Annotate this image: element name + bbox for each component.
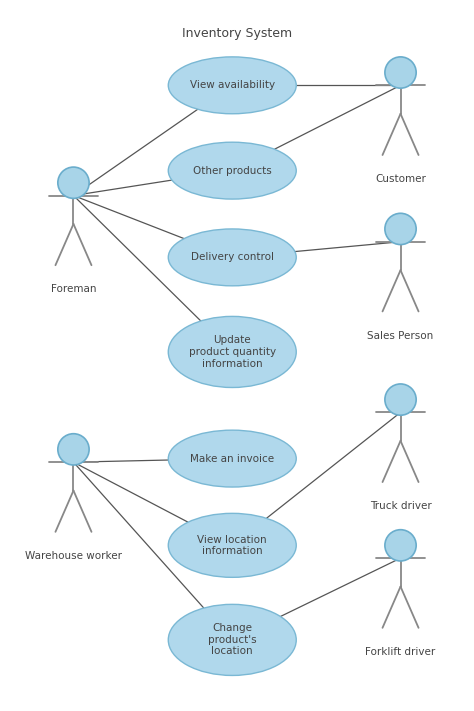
Ellipse shape: [385, 384, 416, 415]
Ellipse shape: [168, 513, 296, 577]
Ellipse shape: [385, 213, 416, 245]
Text: View location
information: View location information: [198, 535, 267, 556]
Text: Change
product's
location: Change product's location: [208, 624, 256, 656]
Ellipse shape: [168, 142, 296, 199]
Ellipse shape: [168, 430, 296, 487]
Text: Other products: Other products: [193, 166, 272, 176]
Ellipse shape: [168, 604, 296, 675]
Ellipse shape: [385, 57, 416, 88]
Text: Truck driver: Truck driver: [370, 501, 431, 511]
Text: Make an invoice: Make an invoice: [190, 454, 274, 464]
Ellipse shape: [58, 167, 89, 198]
Text: Warehouse worker: Warehouse worker: [25, 551, 122, 561]
Ellipse shape: [168, 57, 296, 114]
Text: Update
product quantity
information: Update product quantity information: [189, 336, 276, 368]
Text: View availability: View availability: [190, 80, 275, 90]
Ellipse shape: [58, 434, 89, 465]
Text: Delivery control: Delivery control: [191, 252, 274, 262]
Text: Inventory System: Inventory System: [182, 27, 292, 40]
Text: Customer: Customer: [375, 174, 426, 184]
Ellipse shape: [168, 316, 296, 387]
Text: Sales Person: Sales Person: [367, 331, 434, 341]
Ellipse shape: [168, 229, 296, 286]
Ellipse shape: [385, 530, 416, 561]
Text: Forklift driver: Forklift driver: [365, 647, 436, 657]
Text: Foreman: Foreman: [51, 284, 96, 294]
